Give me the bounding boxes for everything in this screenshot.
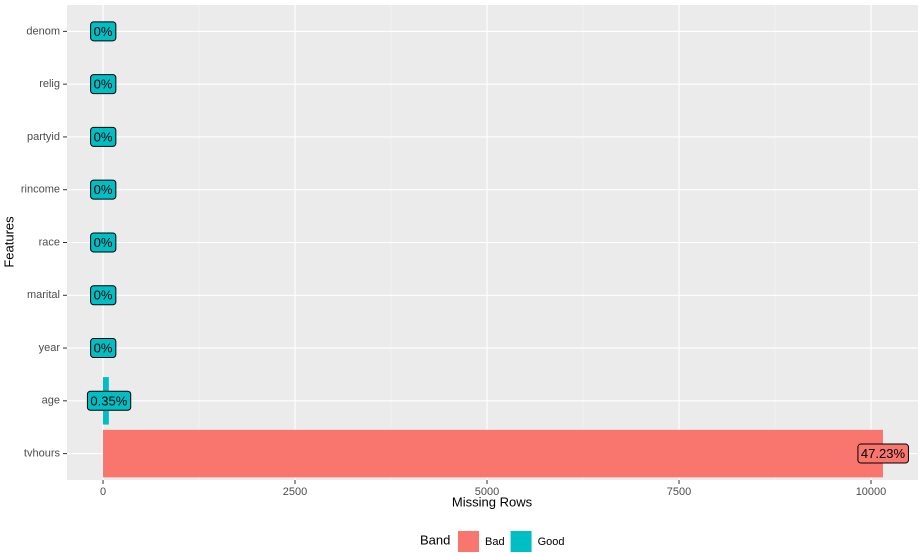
data-label-box [857,443,909,464]
data-label: 0.35% [90,393,127,408]
y-tick-label: rincome [21,184,60,196]
y-tick-label: tvhours [24,448,61,460]
legend-swatch [510,531,532,552]
y-tick-label: year [39,342,61,354]
data-label: 0% [94,288,113,303]
x-tick-label: 0 [100,486,106,498]
data-label: 0% [94,235,113,250]
x-tick-label: 5000 [475,486,499,498]
data-label-box [90,232,117,253]
data-label: 47.23% [861,446,906,461]
data-label: 0% [94,24,113,39]
data-label: 0% [94,182,113,197]
y-tick-label: marital [27,289,60,301]
legend-label: Bad [485,536,505,548]
x-tick-label: 7500 [667,486,691,498]
y-tick-label: denom [26,25,60,37]
x-tick-label: 10000 [856,486,887,498]
data-label-box [90,74,117,95]
data-label-box [90,21,117,42]
y-tick-label: race [39,236,60,248]
x-tick-label: 2500 [283,486,307,498]
data-label-box [86,390,132,411]
data-label-box [90,179,117,200]
data-label: 0% [94,129,113,144]
data-label: 0% [94,77,113,92]
legend-label: Good [538,536,565,548]
x-axis-title: Missing Rows [452,494,533,509]
data-label-box [90,126,117,147]
data-label: 0% [94,340,113,355]
y-axis-title: Features [1,216,16,268]
y-tick-label: age [42,395,60,407]
y-tick-label: relig [39,78,60,90]
data-label-box [90,337,117,358]
data-label-box [90,285,117,306]
legend-title: Band [420,532,450,547]
y-tick-label: partyid [27,131,60,143]
bar [103,429,883,478]
legend-swatch [458,531,479,552]
